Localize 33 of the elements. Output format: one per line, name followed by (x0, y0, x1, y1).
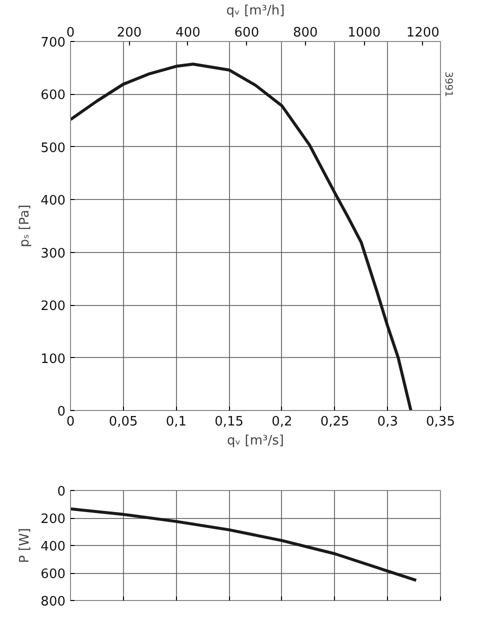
y-tick-label: 0 (57, 404, 66, 420)
line-series (70, 507, 418, 582)
x2-tick-label: 400 (176, 26, 200, 40)
x2-tick-label: 1000 (348, 26, 381, 40)
x-axis-title: qᵥ [m³/s] (227, 434, 284, 448)
x-tick-label: 0,25 (320, 414, 350, 430)
y-tick-label: 200 (40, 512, 66, 527)
x-tick-label: 0,1 (166, 414, 187, 430)
y-tick-label: 300 (40, 246, 66, 262)
y-axis-title: P [W] (18, 528, 33, 563)
x2-tick-label: 200 (116, 26, 142, 40)
x-tick-label: 0,2 (272, 414, 292, 430)
y-axis-title: pₛ [Pa] (18, 204, 33, 248)
text: 3991 (442, 72, 454, 97)
x2-tick-label: 1200 (406, 26, 440, 40)
line-series (70, 62, 412, 410)
x2-axis-title: qᵥ [m³/h] (226, 4, 285, 18)
y-tick-label: 600 (40, 567, 66, 582)
y-tick-label: 0 (57, 484, 66, 500)
y-tick-label: 400 (40, 194, 66, 209)
y-tick-label: 800 (40, 594, 66, 610)
x2-tick-label: 600 (234, 26, 260, 40)
y-tick-label: 500 (40, 140, 66, 156)
x-tick-label: 0,15 (214, 414, 244, 430)
y-tick-label: 700 (40, 36, 66, 50)
x-tick-label: 0,3 (377, 414, 398, 430)
y-tick-label: 100 (40, 352, 66, 367)
x-tick-label: 0,35 (426, 414, 455, 430)
y-tick-label: 200 (40, 299, 66, 314)
x-tick-label: 0,05 (108, 414, 138, 430)
y-tick-label: 400 (40, 540, 66, 554)
y-tick-label: 600 (40, 88, 66, 104)
x2-tick-label: 800 (293, 26, 318, 40)
